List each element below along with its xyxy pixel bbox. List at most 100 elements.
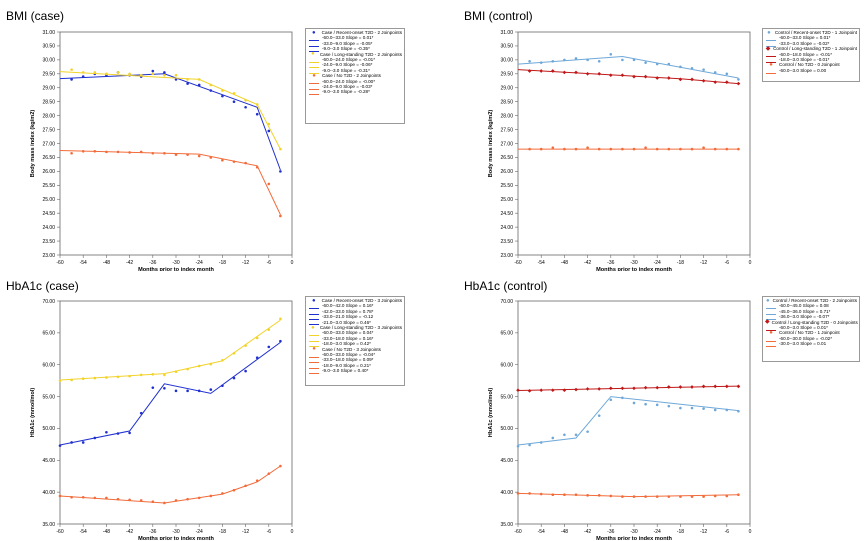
legend-series-name: Case / Long-standing T2D - 2 Joinpoints: [319, 51, 402, 57]
legend-segment-row: -33.0--18.0 Slope = 0.09*: [308, 357, 402, 364]
bmi-case-series-1-point: [163, 73, 166, 77]
bmi-control-series-0-point: [586, 58, 589, 62]
legend-segment-text: -60.0--24.0 Slope = -0.01*: [322, 56, 375, 62]
legend-segment-row: -24.0--9.0 Slope = -0.06*: [308, 62, 402, 69]
legend-series-name: Case / No T2D - 3 Joinpoints: [322, 346, 381, 352]
legend-segment-row: -60.0--33.0 Slope = -0.04*: [308, 352, 402, 358]
y-tick-label: 26.50: [42, 155, 55, 161]
bmi-case-series-2-point: [279, 214, 282, 218]
hba1c-control-series-0-point: [563, 433, 566, 437]
legend-segment-row: -33.0--21.0 Slope = -0.12: [308, 314, 402, 321]
x-tick-label: -48: [561, 260, 568, 266]
legend-series-name: Control / Long-standing T2D - 0 Joinpoin…: [771, 319, 858, 325]
bmi-control-series-0-point: [528, 59, 531, 63]
legend-series-name: Control / Long-standing T2D - 1 Joinpoin…: [773, 46, 857, 52]
y-tick-label: 60.00: [42, 363, 55, 369]
x-tick-label: -30: [172, 260, 179, 266]
y-tick-label: 24.50: [500, 211, 513, 217]
bmi-case-series-1-point: [232, 92, 236, 95]
y-tick-label: 25.50: [500, 183, 513, 189]
diamond-marker-icon: ◆: [765, 45, 771, 52]
bmi-case-series-1-point: [139, 73, 143, 77]
legend-segment-text: -60.0--18.0 Slope = -0.01*: [779, 51, 832, 57]
y-tick-label: 30.00: [42, 58, 55, 64]
hba1c-case-series-0-point: [70, 441, 73, 444]
bmi-control-series-2-point: [528, 147, 531, 151]
bmi-case-series-2-point: [232, 160, 236, 163]
dot-marker-icon: ●: [311, 51, 315, 58]
hba1c-control-series-2-point: [516, 492, 520, 495]
hba1c-control-series-1-point: [632, 386, 636, 391]
bmi-case-series-2-point: [151, 151, 155, 155]
bmi-case-series-1-point: [255, 103, 259, 106]
hba1c-case-series-1-point: [221, 358, 224, 362]
legend-segment-row: -30.0--3.0 Slope = 0.01: [765, 341, 857, 347]
hba1c-case-series-2-point: [128, 498, 131, 502]
hba1c-case-series-1-trend-line: [59, 319, 281, 381]
hba1c-case-series-2-point: [81, 495, 85, 499]
bmi-case-series-1-point: [186, 78, 189, 81]
hba1c-case-series-0-trend-line: [59, 341, 281, 446]
hba1c-case-series-1-point: [209, 362, 213, 366]
legend-segment-text: -60.0--33.0 Slope = 0.04*: [322, 330, 374, 336]
y-tick-label: 23.50: [42, 239, 55, 245]
hba1c-case-series-0-point: [267, 345, 271, 349]
bmi-case-series-1-point: [221, 89, 224, 92]
bmi-case-series-0-point: [267, 129, 271, 133]
hba1c-case-series-2-point: [209, 494, 213, 498]
bmi-control-series-2-point: [679, 147, 682, 151]
bmi-control-series-1-point: [550, 69, 555, 73]
bmi-case-series-1-point: [267, 122, 271, 126]
bmi-case-series-2-point: [197, 154, 201, 158]
hba1c-control-series-2-point: [713, 494, 717, 498]
bmi-control-series-2-point: [737, 147, 740, 151]
y-tick-label: 28.00: [500, 113, 513, 119]
bmi-case-series-0-point: [70, 78, 73, 81]
bmi-case-series-2-point: [105, 150, 108, 154]
panel-title-hba1c-control: HbA1c (control): [464, 279, 548, 293]
bmi-control-series-2-point: [690, 147, 694, 151]
hba1c-case-series-0-point: [116, 432, 120, 435]
bmi-case-series-0-point: [174, 78, 178, 81]
bmi-case-series-1-point: [174, 73, 178, 77]
bmi-case-series-1-trend-line: [59, 71, 281, 150]
bmi-control-series-2-point: [713, 147, 717, 151]
bmi-control-series-1-point: [678, 77, 683, 82]
bmi-case-series-2-point: [70, 151, 73, 155]
bmi-case-series-2-point: [93, 150, 97, 153]
y-axis-label: Body mass index (kg/m2): [488, 110, 494, 178]
bmi-case-series-1-point: [81, 71, 85, 74]
hba1c-control-chart: 35.00 40.00 45.00 50.00 55.00 60.00 65.00 70.00…: [488, 299, 752, 540]
legend-series-header: ◆ Control / Long-standing T2D - 1 Joinpoi…: [765, 45, 857, 52]
bmi-control-series-2-point: [597, 147, 601, 151]
hba1c-case-series-2-point: [244, 484, 247, 488]
x-tick-label: -54: [80, 260, 87, 266]
bmi-control-series-0-point: [632, 58, 636, 62]
bmi-control-chart: 23.00 23.50 24.00 24.50 25.00 25.50 26.00 26.50…: [488, 30, 752, 271]
bmi-control-series-0-point: [609, 53, 613, 56]
hba1c-case-series-2-point: [267, 472, 271, 475]
bmi-control-series-0-point: [621, 58, 624, 62]
y-tick-label: 60.00: [500, 363, 513, 369]
dot-marker-icon: ●: [769, 330, 773, 337]
x-axis-label: Months prior to index month: [138, 267, 214, 271]
bmi-control-series-1-point: [562, 70, 567, 75]
hba1c-case-series-2-point: [116, 497, 120, 501]
hba1c-control-series-1-point: [655, 385, 660, 390]
x-axis-label: Months prior to index month: [596, 536, 672, 540]
plot-area: [517, 31, 751, 256]
bmi-case-series-0-point: [255, 112, 259, 116]
hba1c-case-series-1-point: [232, 351, 236, 355]
legend-series-name: Case / No T2D - 2 Joinpoints: [322, 73, 381, 79]
hba1c-control-series-0-point: [713, 408, 717, 412]
hba1c-control-series-2-point: [574, 493, 578, 496]
hba1c-control-series-2-point: [621, 495, 624, 498]
bmi-control-series-2-point: [632, 147, 636, 151]
bmi-case-series-1-point: [105, 72, 108, 76]
bmi-case-series-2-point: [186, 153, 189, 156]
dot-marker-icon: ●: [312, 297, 316, 304]
plot-area: [59, 300, 293, 525]
x-tick-label: -30: [630, 529, 637, 535]
bmi-case-series-2-point: [163, 151, 166, 155]
legend-series-header: ● Case / Long-standing T2D - 2 Joinpoints: [308, 51, 402, 58]
